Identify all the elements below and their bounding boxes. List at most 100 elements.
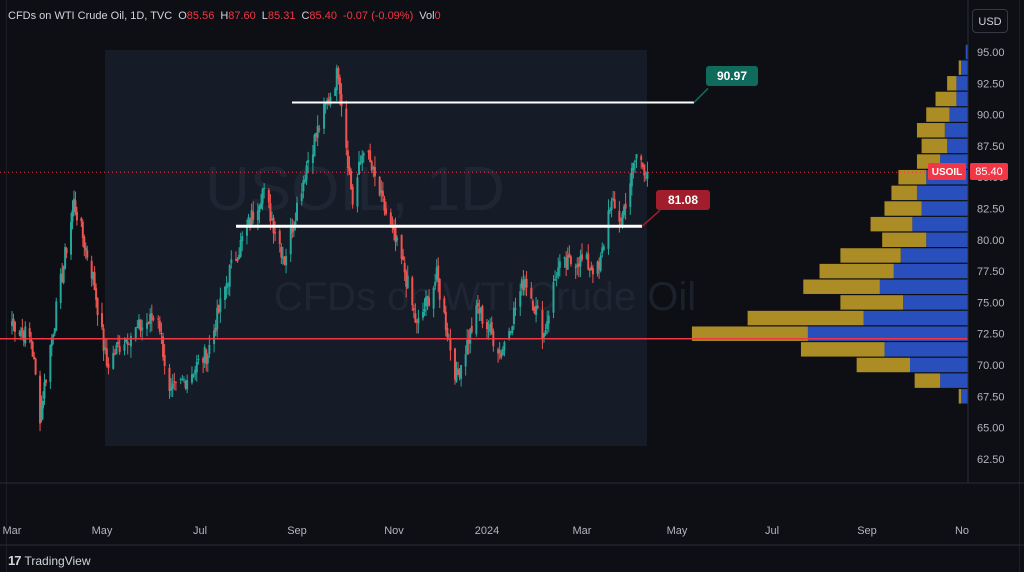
- candle-body: [396, 237, 399, 241]
- candle-body: [118, 346, 121, 353]
- candle-body: [157, 318, 160, 320]
- candle-body: [39, 375, 42, 424]
- candle-body: [230, 259, 233, 264]
- candle-body: [316, 125, 319, 138]
- candle-body: [609, 209, 612, 212]
- candle-body: [61, 273, 64, 282]
- time-tick-label: May: [667, 525, 688, 537]
- profile-bar-down: [891, 185, 917, 201]
- price-axis[interactable]: 95.0092.5090.0087.5085.0082.5080.0077.50…: [977, 47, 1005, 466]
- candle-body: [557, 267, 560, 277]
- last-price-tag: USOIL 85.40: [928, 163, 1008, 180]
- candle-body: [359, 161, 362, 163]
- time-axis[interactable]: Mar May Jul Sep Nov 2024 Mar May Jul Sep No: [3, 525, 970, 537]
- candle-body: [125, 338, 128, 343]
- candle-body: [552, 282, 555, 313]
- candle-body: [300, 193, 303, 201]
- candle-body: [590, 266, 593, 271]
- profile-bar-up: [916, 185, 968, 201]
- candle-body: [566, 255, 569, 270]
- candle-body: [380, 190, 383, 193]
- candle-body: [381, 190, 384, 197]
- candle-body: [490, 322, 493, 334]
- candle-body: [511, 326, 514, 334]
- price-tick-label: 80.00: [977, 235, 1005, 247]
- open-value-group: O 85.56: [178, 8, 214, 24]
- candle-body: [281, 256, 284, 259]
- candle-body: [568, 253, 571, 258]
- candle-body: [136, 326, 139, 328]
- low-value: 85.31: [267, 10, 296, 22]
- change-value: -0.07 (-0.09%): [342, 10, 414, 22]
- callout-lower[interactable]: 81.08: [656, 190, 710, 210]
- tradingview-mark-icon: 17: [8, 553, 22, 568]
- candle-body: [129, 336, 132, 347]
- profile-bar-up: [863, 310, 968, 326]
- candle-body: [610, 200, 613, 211]
- candle-body: [278, 230, 281, 245]
- profile-bar-up: [910, 357, 968, 373]
- candle-body: [249, 219, 252, 227]
- candle-body: [543, 332, 545, 338]
- candle-body: [197, 358, 200, 360]
- profile-bar-down: [870, 216, 913, 232]
- candle-body: [358, 161, 361, 175]
- candle-body: [646, 172, 649, 179]
- candle-body: [171, 383, 174, 389]
- candle-body: [81, 221, 84, 238]
- profile-bar-up: [940, 373, 968, 388]
- symbol-title[interactable]: CFDs on WTI Crude Oil, 1D, TVC: [8, 10, 173, 22]
- tradingview-logo-text: TradingView: [24, 553, 91, 568]
- candle-body: [49, 345, 52, 382]
- candle-body: [585, 254, 588, 259]
- drawings: [0, 0, 969, 483]
- candle-body: [464, 354, 467, 367]
- candle-body: [579, 255, 582, 267]
- candle-body: [247, 217, 250, 227]
- candle-body: [623, 206, 626, 216]
- candle-body: [435, 267, 438, 280]
- candle-body: [18, 332, 21, 334]
- candle-body: [497, 349, 500, 354]
- price-tick-label: 90.00: [977, 110, 1005, 122]
- candle-body: [361, 155, 364, 164]
- candle-body: [80, 218, 83, 222]
- candle-body: [345, 108, 348, 148]
- candle-body: [59, 273, 62, 303]
- candle-body: [501, 349, 504, 356]
- chart-frame[interactable]: [6, 0, 1020, 572]
- price-tick-label: 87.50: [977, 141, 1005, 153]
- candle-body: [514, 308, 517, 310]
- candle-body: [30, 338, 33, 342]
- high-value-group: H 87.60: [220, 8, 255, 24]
- candle-body: [503, 342, 506, 351]
- candle-body: [338, 77, 341, 95]
- close-label: C: [301, 10, 310, 22]
- candle-body: [134, 327, 137, 340]
- candle-body: [536, 305, 539, 308]
- candle-body: [96, 298, 99, 315]
- candle-body: [417, 317, 420, 324]
- candle-body: [302, 180, 305, 192]
- candle-body: [629, 183, 632, 208]
- time-tick-label: Mar: [573, 525, 592, 537]
- currency-button[interactable]: USD: [972, 9, 1008, 33]
- callout-upper[interactable]: 90.97: [706, 66, 758, 86]
- candle-body: [458, 369, 461, 377]
- candle-body: [52, 334, 55, 337]
- profile-bar-down: [921, 138, 948, 154]
- candle-body: [44, 379, 47, 383]
- price-tick-label: 65.00: [977, 423, 1005, 435]
- candle-body: [184, 381, 187, 388]
- candle-body: [467, 340, 470, 344]
- tradingview-logo[interactable]: 17 TradingView: [8, 553, 91, 568]
- candle-body: [190, 374, 193, 383]
- profile-bar-down: [914, 373, 941, 388]
- candle-body: [544, 330, 547, 334]
- candle-body: [475, 305, 478, 334]
- candle-body: [602, 246, 605, 251]
- volume-value: 0: [434, 10, 441, 22]
- candle-body: [541, 309, 544, 339]
- candle-body: [393, 225, 395, 230]
